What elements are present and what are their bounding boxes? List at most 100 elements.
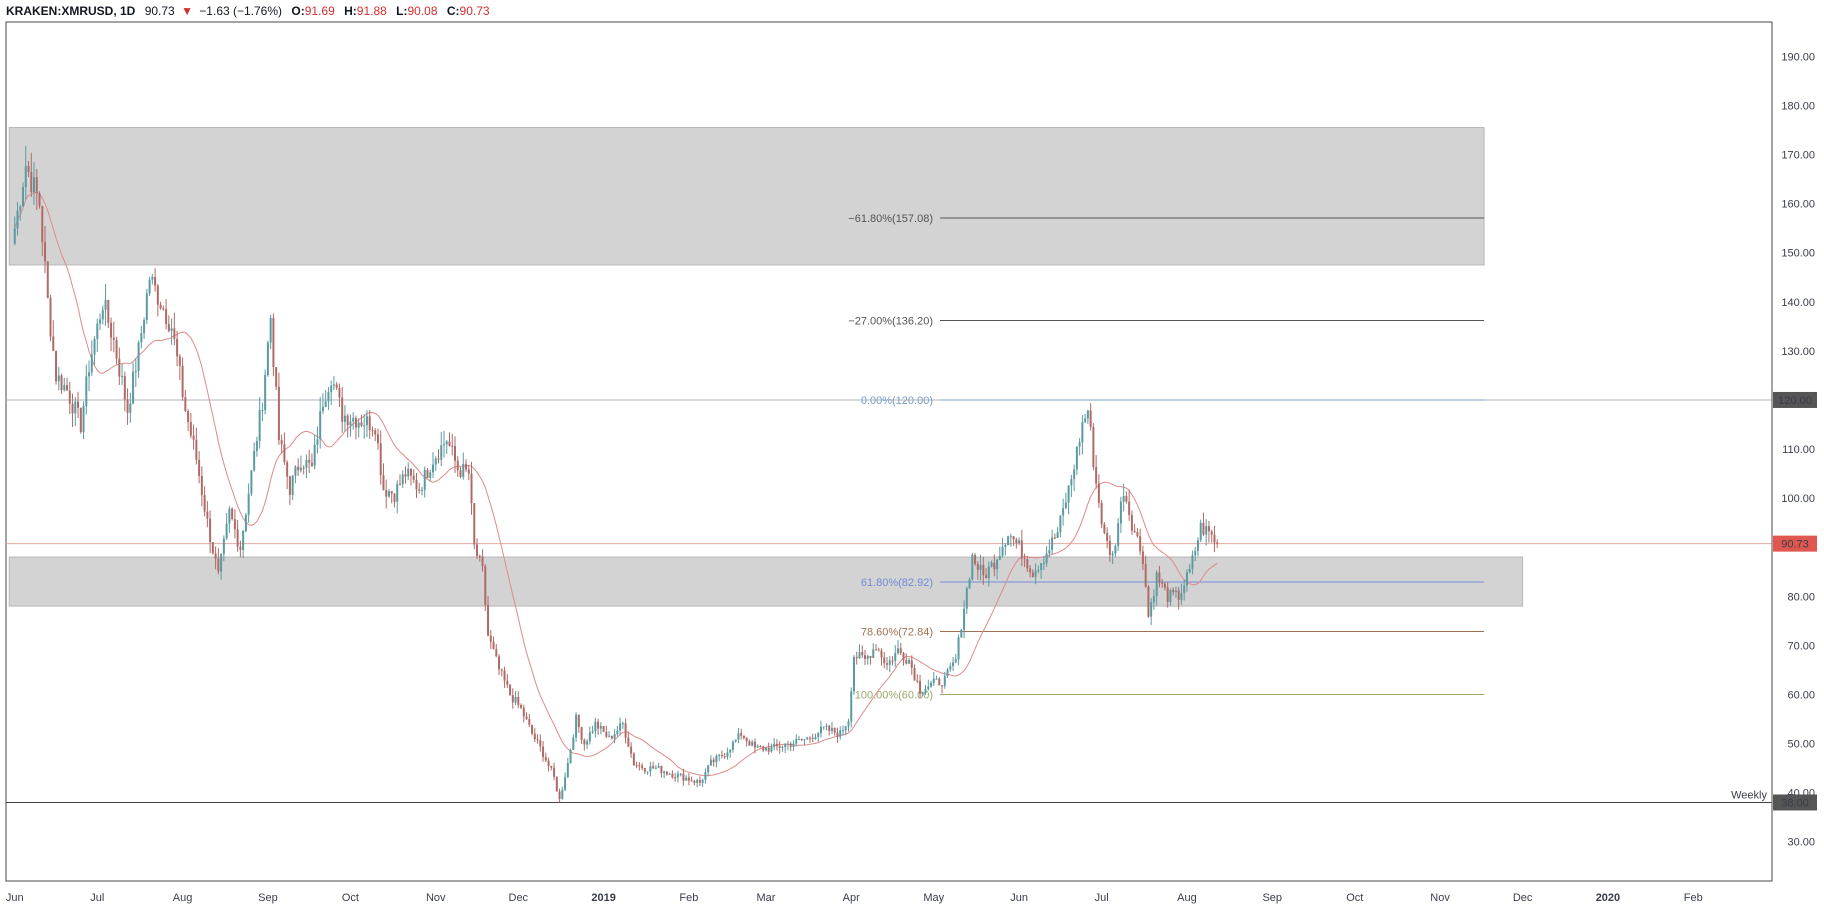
candle-body xyxy=(1119,501,1122,524)
candle-body xyxy=(379,443,382,476)
candle-body xyxy=(176,338,179,357)
candle-body xyxy=(272,317,275,368)
candle-body xyxy=(795,739,798,744)
candle-body xyxy=(19,206,22,211)
symbol-name[interactable]: KRAKEN:XMRUSD, 1D xyxy=(6,4,136,18)
candle-body xyxy=(200,475,203,496)
candle-body xyxy=(1191,555,1194,569)
candle-body xyxy=(880,650,883,658)
candle-body xyxy=(630,746,633,754)
candle-body xyxy=(401,474,404,485)
candle-body xyxy=(808,737,811,739)
candle-body xyxy=(1147,586,1150,617)
candle-body xyxy=(729,749,732,753)
candle-body xyxy=(1177,590,1180,601)
candle-body xyxy=(872,649,875,658)
candle-body xyxy=(321,406,324,412)
candle-body xyxy=(162,308,165,310)
candle-body xyxy=(1009,536,1012,538)
candle-body xyxy=(723,756,726,758)
candle-body xyxy=(1205,526,1208,535)
candle-body xyxy=(409,468,412,476)
candle-body xyxy=(627,737,630,747)
candle-body xyxy=(198,459,201,476)
candle-body xyxy=(1180,592,1183,601)
candle-body xyxy=(822,726,825,728)
time-tick-label: Dec xyxy=(509,892,529,904)
candle-body xyxy=(71,403,74,414)
candle-body xyxy=(536,739,539,741)
candle-body xyxy=(839,730,842,737)
candle-body xyxy=(484,566,487,605)
candle-body xyxy=(943,676,946,687)
candle-body xyxy=(443,444,446,446)
candle-body xyxy=(357,422,360,428)
candle-body xyxy=(211,542,214,554)
time-tick-label: Feb xyxy=(1684,892,1703,904)
candle-body xyxy=(492,641,495,650)
candle-body xyxy=(894,652,897,661)
candle-body xyxy=(1188,568,1191,573)
candle-body xyxy=(619,723,622,731)
candle-body xyxy=(1042,563,1045,565)
candle-body xyxy=(415,479,418,490)
candle-body xyxy=(542,746,545,758)
candle-body xyxy=(577,714,580,728)
candle-body xyxy=(148,279,151,294)
price-tick-label: 160.00 xyxy=(1781,199,1815,211)
candle-body xyxy=(225,523,228,539)
candle-body xyxy=(63,385,66,391)
candle-body xyxy=(698,780,701,783)
candle-body xyxy=(580,727,583,740)
time-axis[interactable] xyxy=(6,881,1772,915)
price-axis[interactable] xyxy=(1772,22,1824,881)
candle-body xyxy=(756,746,759,748)
candle-body xyxy=(533,733,536,740)
candle-body xyxy=(657,765,660,768)
candle-body xyxy=(85,376,88,406)
candle-body xyxy=(22,187,25,207)
candle-body xyxy=(236,529,239,547)
candle-body xyxy=(1117,523,1120,546)
candle-body xyxy=(129,403,132,413)
candle-body xyxy=(151,276,154,280)
candle-body xyxy=(1073,469,1076,480)
candle-body xyxy=(544,757,547,761)
candle-body xyxy=(462,463,465,477)
candle-body xyxy=(957,637,960,660)
candle-body xyxy=(1111,553,1114,556)
candle-body xyxy=(1114,545,1117,554)
candle-body xyxy=(591,731,594,733)
candle-body xyxy=(1207,526,1210,532)
candle-body xyxy=(16,210,19,229)
price-badge xyxy=(1773,391,1817,408)
candle-body xyxy=(473,503,476,545)
candle-body xyxy=(77,401,80,408)
candle-body xyxy=(883,657,886,664)
candle-body xyxy=(753,741,756,748)
time-tick-label: 2019 xyxy=(591,892,615,904)
candle-body xyxy=(341,397,344,422)
candle-body xyxy=(786,743,789,745)
candle-body xyxy=(1048,550,1051,554)
price-badge-label: 120.00 xyxy=(1778,395,1812,407)
time-tick-label: Mar xyxy=(756,892,775,904)
candle-body xyxy=(426,469,429,478)
candle-body xyxy=(387,491,390,497)
candle-body xyxy=(371,430,374,432)
candle-body xyxy=(635,765,638,767)
candle-body xyxy=(319,411,322,440)
moving-average-layer xyxy=(14,191,1218,777)
candle-body xyxy=(963,608,966,630)
fib-level-label: 100.00%(60.00) xyxy=(855,689,933,701)
candle-body xyxy=(1007,536,1010,546)
candle-body xyxy=(335,384,338,388)
candle-body xyxy=(737,733,740,740)
candle-body xyxy=(509,684,512,696)
candle-body xyxy=(847,721,850,727)
candle-body xyxy=(1026,559,1029,569)
candle-body xyxy=(679,773,682,775)
candle-body xyxy=(709,759,712,766)
down-arrow-icon: ▼ xyxy=(181,4,193,18)
